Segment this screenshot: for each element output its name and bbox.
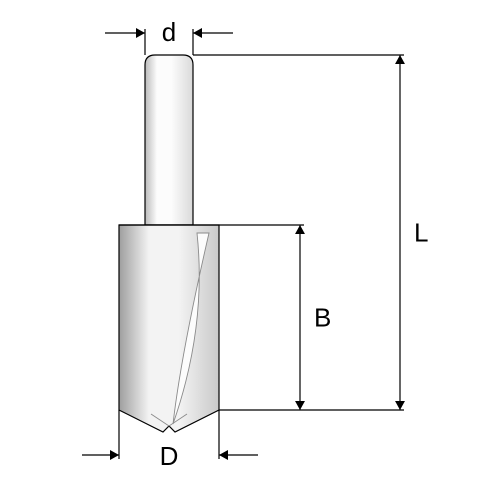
- dim-label-D: D: [160, 441, 179, 471]
- dim-label-d: d: [162, 17, 176, 47]
- shank: [145, 55, 193, 225]
- dim-label-B: B: [314, 303, 331, 333]
- router-bit-diagram: d D B L: [0, 0, 500, 500]
- dim-label-L: L: [414, 218, 428, 248]
